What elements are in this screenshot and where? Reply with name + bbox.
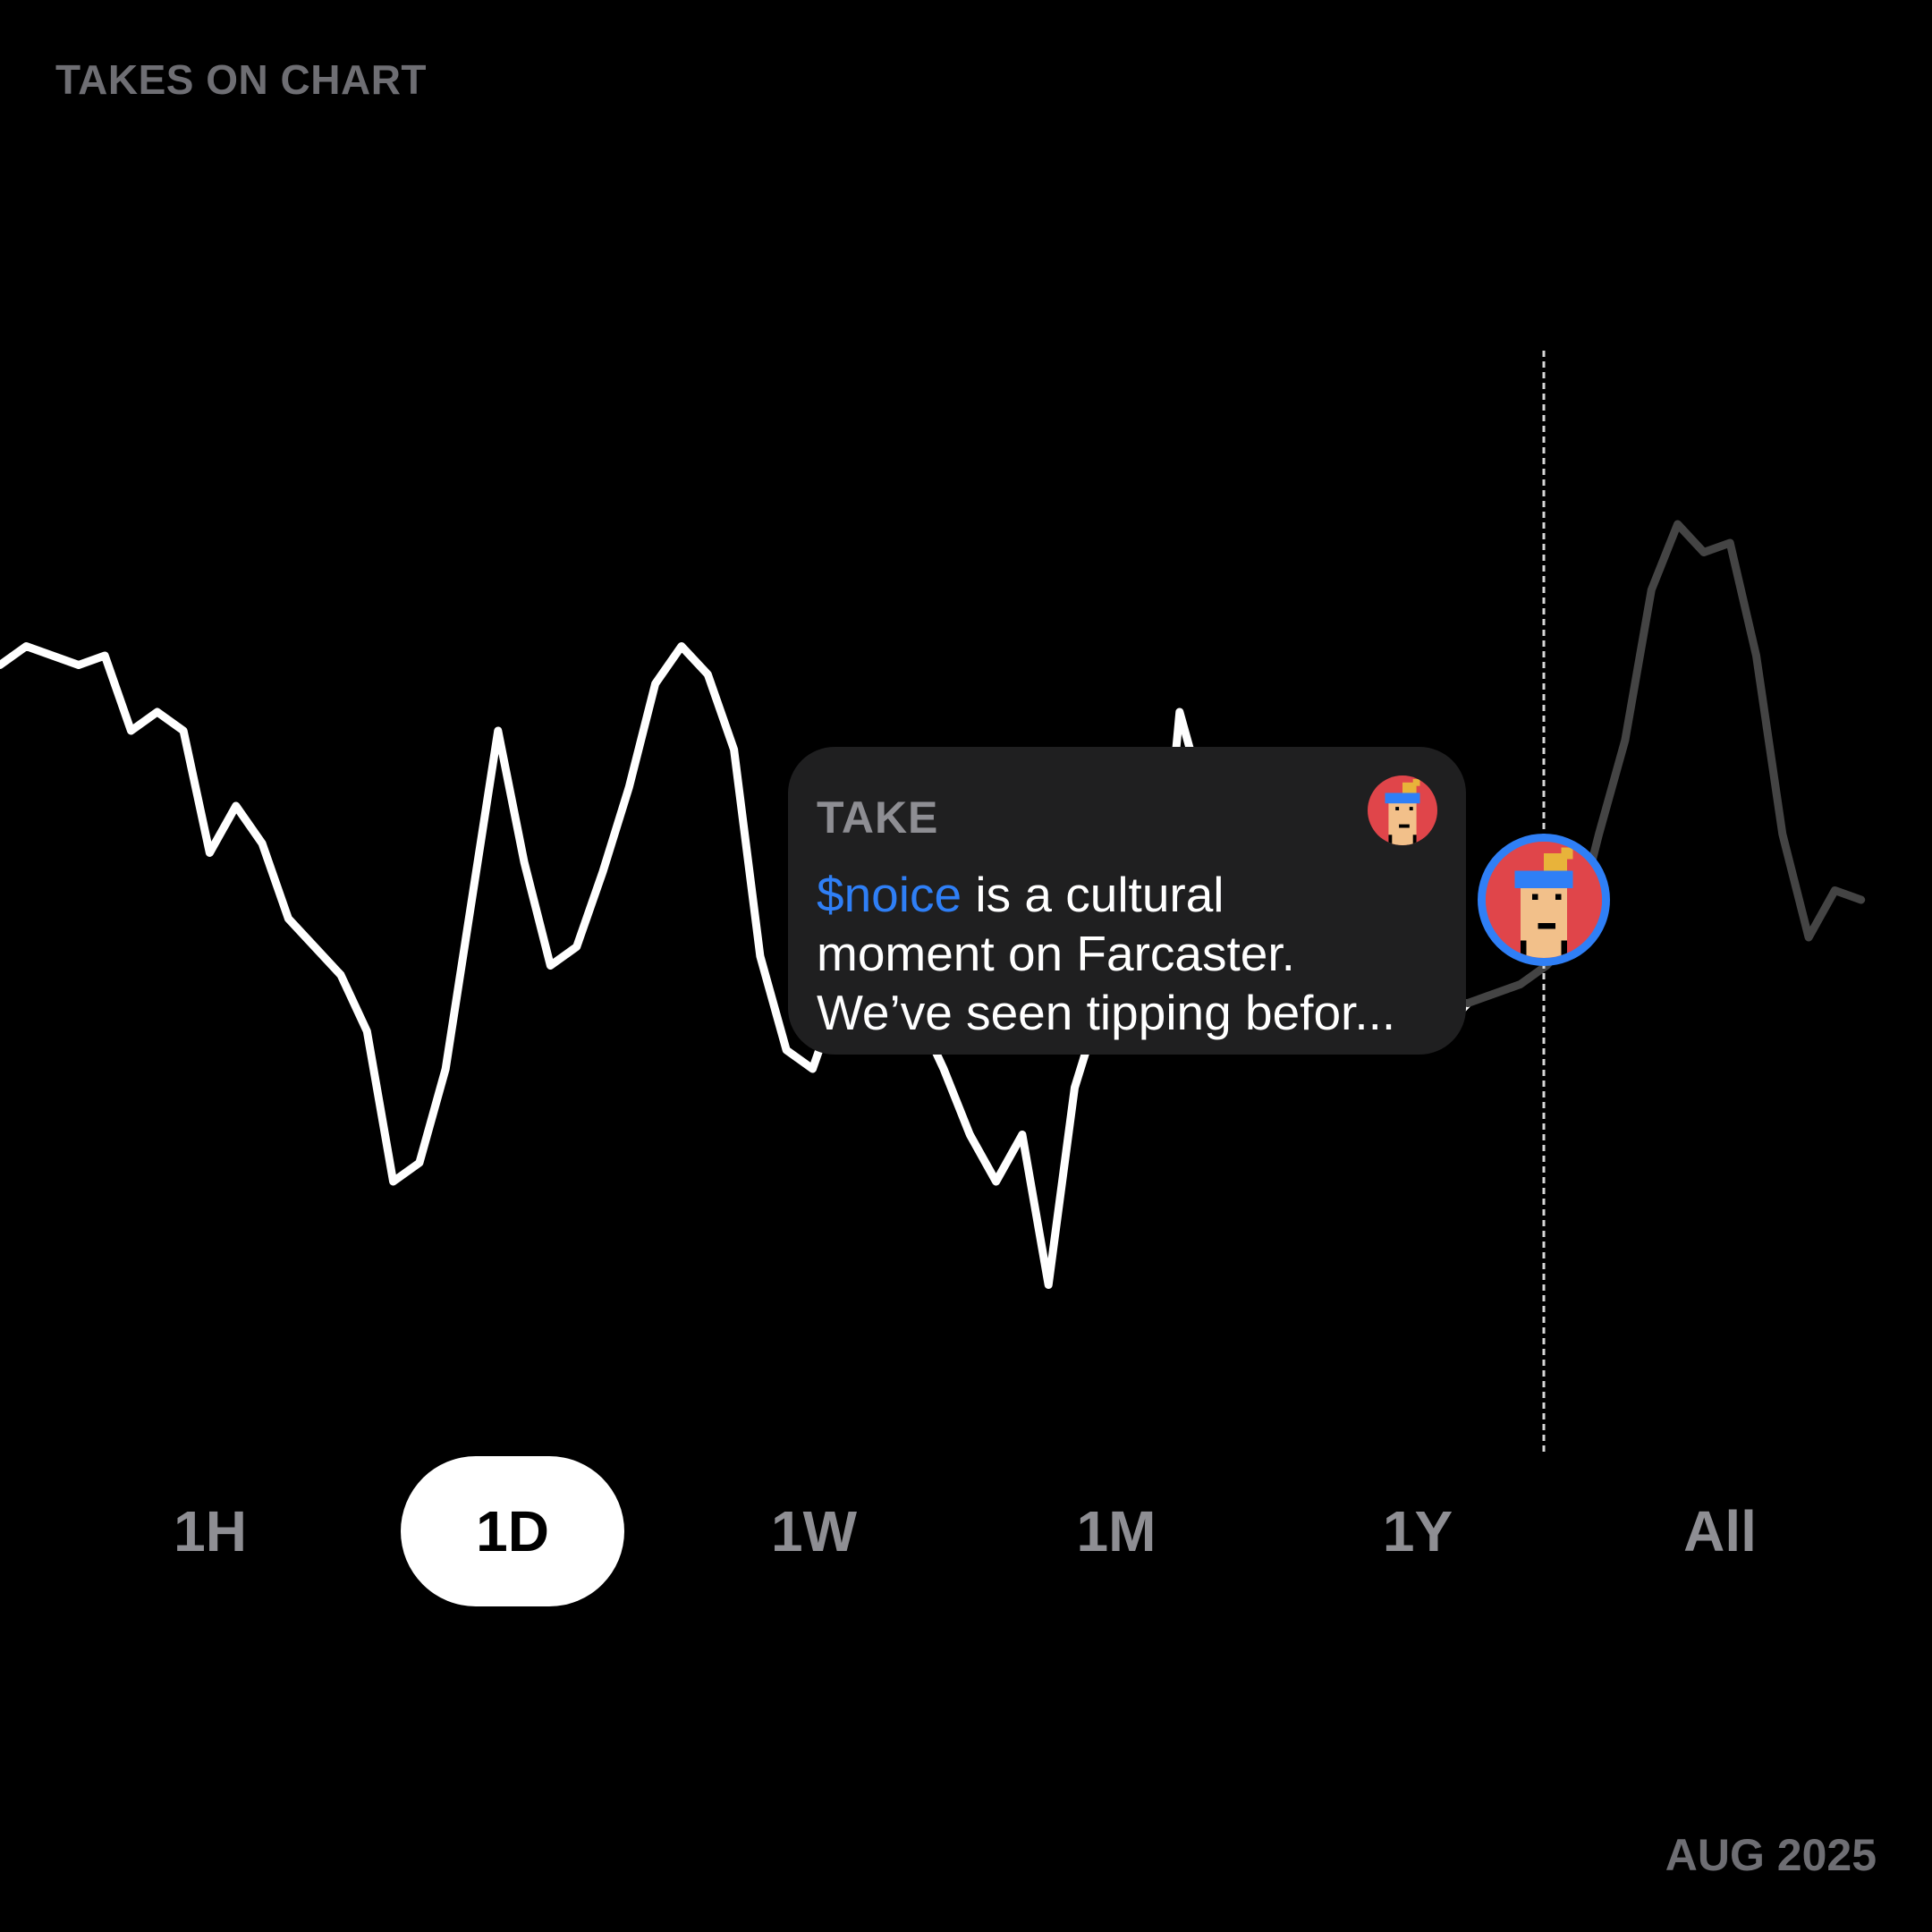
ticker-link[interactable]: $noice	[817, 867, 962, 922]
range-button-1h[interactable]: 1H	[174, 1499, 247, 1563]
range-button-1y[interactable]: 1Y	[1382, 1499, 1453, 1563]
take-text-line-2: moment on Farcaster.	[817, 926, 1295, 981]
range-button-1w[interactable]: 1W	[771, 1499, 857, 1563]
take-text: $noice is a cultural moment on Farcaster…	[817, 865, 1436, 1042]
chart-series-future	[1463, 520, 1866, 1007]
punk-avatar-icon	[1486, 842, 1602, 958]
time-range-selector: 1H 1D 1W 1M 1Y All	[0, 1456, 1932, 1606]
take-text-line-3: We’ve seen tipping befor...	[817, 985, 1396, 1040]
range-button-all[interactable]: All	[1683, 1499, 1757, 1563]
take-text-line-1-rest: is a cultural	[962, 867, 1224, 922]
take-marker-avatar[interactable]	[1478, 834, 1610, 966]
range-button-1d[interactable]: 1D	[401, 1456, 624, 1606]
author-avatar[interactable]	[1368, 775, 1437, 845]
range-button-1m[interactable]: 1M	[1076, 1499, 1157, 1563]
date-label: AUG 2025	[1665, 1830, 1877, 1880]
take-card[interactable]: TAKE $noice is a cultural moment on Farc…	[788, 747, 1466, 1055]
page-title: TAKES ON CHART	[55, 56, 428, 103]
punk-avatar-icon	[1368, 775, 1437, 845]
take-label: TAKE	[817, 792, 939, 843]
take-text-line-1: $noice is a cultural	[817, 865, 1436, 924]
